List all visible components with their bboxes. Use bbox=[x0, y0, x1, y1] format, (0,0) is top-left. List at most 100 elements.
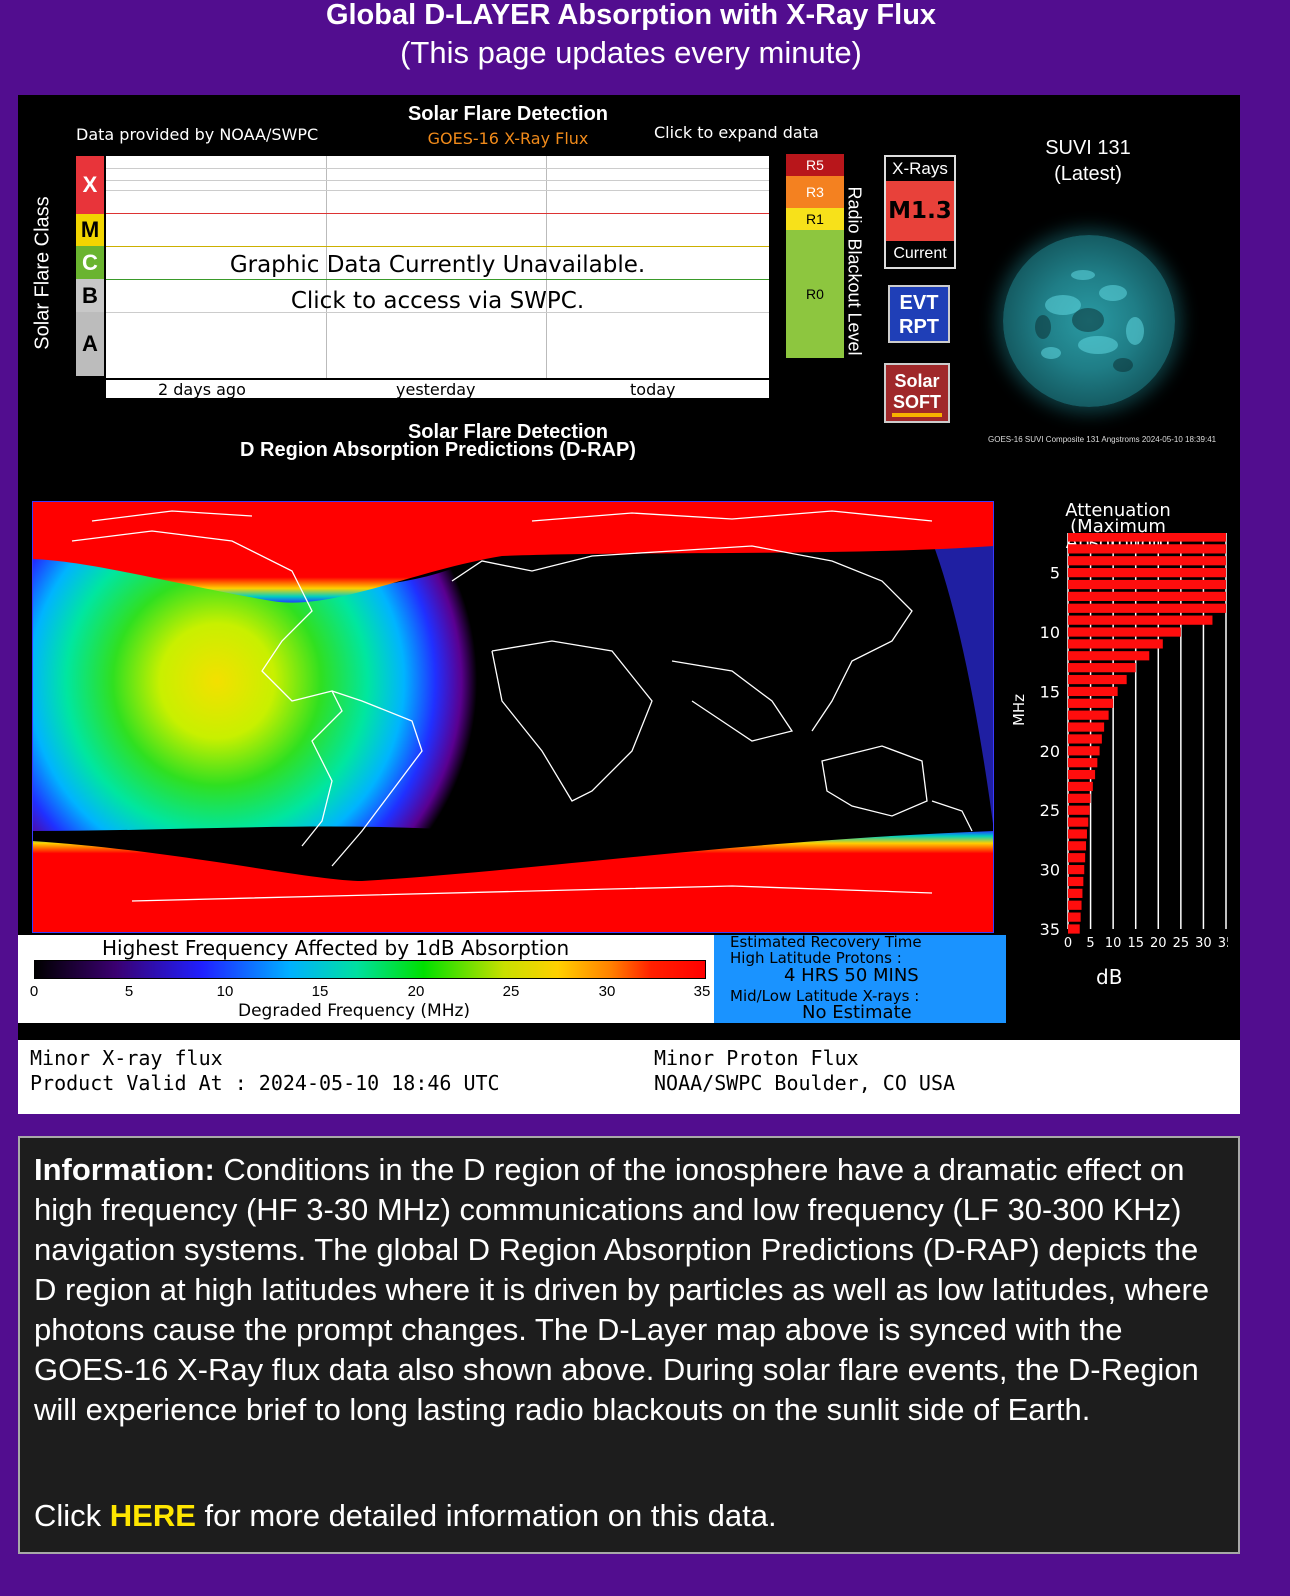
attenuation-x-tick: 15 bbox=[1127, 936, 1144, 951]
attenuation-bar bbox=[1068, 805, 1090, 815]
class-c: C bbox=[76, 246, 104, 279]
solar-soft-bar bbox=[892, 413, 942, 417]
attenuation-bar bbox=[1068, 912, 1081, 922]
frequency-legend: Highest Frequency Affected by 1dB Absorp… bbox=[18, 935, 714, 1023]
suvi-title: SUVI 131 (Latest) bbox=[1018, 135, 1158, 187]
here-link[interactable]: HERE bbox=[109, 1498, 196, 1533]
information-text: Information: Conditions in the D region … bbox=[34, 1150, 1224, 1430]
legend-tick: 35 bbox=[693, 983, 711, 1000]
attenuation-bar bbox=[1068, 627, 1181, 637]
attenuation-bar bbox=[1068, 544, 1226, 554]
xray-footer: Current bbox=[893, 245, 947, 262]
attenuation-x-tick: 20 bbox=[1150, 936, 1167, 951]
flare-class-axis-label: Solar Flare Class bbox=[31, 196, 54, 350]
evt-label: EVT bbox=[899, 292, 939, 314]
attenuation-bar bbox=[1068, 556, 1226, 566]
attenuation-bar bbox=[1068, 710, 1109, 720]
attenuation-y-tick: 25 bbox=[1040, 801, 1060, 820]
attenuation-bar bbox=[1068, 734, 1102, 744]
m-threshold-line bbox=[106, 213, 769, 214]
rpt-label: RPT bbox=[899, 316, 939, 338]
more-info-line: Click HERE for more detailed information… bbox=[34, 1496, 777, 1536]
attenuation-bar bbox=[1068, 769, 1096, 780]
xray-flux-plot[interactable]: Graphic Data Currently Unavailable. Clic… bbox=[106, 156, 769, 378]
attenuation-y-tick: 20 bbox=[1040, 742, 1060, 761]
attenuation-bar bbox=[1068, 639, 1163, 649]
attenuation-x-tick: 35 bbox=[1218, 936, 1228, 951]
attenuation-bar bbox=[1068, 864, 1085, 875]
legend-tick: 25 bbox=[502, 983, 520, 1000]
class-b: B bbox=[76, 279, 104, 312]
access-message[interactable]: Click to access via SWPC. bbox=[290, 288, 585, 314]
attenuation-bar bbox=[1068, 533, 1226, 542]
solar-label: Solar bbox=[894, 371, 940, 391]
recovery-low-label: Mid/Low Latitude X-rays : bbox=[730, 987, 920, 1005]
legend-subtitle: Degraded Frequency (MHz) bbox=[238, 1001, 471, 1021]
drap-absorption-map[interactable] bbox=[32, 501, 994, 933]
attenuation-y-tick: 35 bbox=[1040, 920, 1060, 939]
attenuation-x-tick: 5 bbox=[1086, 936, 1094, 951]
attenuation-x-tick: 0 bbox=[1064, 936, 1072, 951]
class-m: M bbox=[76, 214, 104, 246]
attenuation-x-ticks: 05 10 15 20 25 30 35 bbox=[1064, 936, 1228, 951]
legend-tick: 15 bbox=[311, 983, 329, 1000]
attenuation-x-tick: 30 bbox=[1195, 936, 1212, 951]
attenuation-y-tick: 15 bbox=[1040, 682, 1060, 701]
attenuation-bar bbox=[1068, 900, 1082, 910]
attenuation-bar bbox=[1068, 603, 1226, 613]
click-prefix: Click bbox=[34, 1498, 110, 1533]
class-a: A bbox=[76, 312, 104, 376]
attenuation-y-tick: 10 bbox=[1040, 623, 1060, 642]
mhz-axis-label: MHz bbox=[1010, 693, 1028, 727]
xray-flux-status: Minor X-ray flux bbox=[30, 1046, 223, 1070]
unavailable-message: Graphic Data Currently Unavailable. bbox=[229, 252, 646, 278]
attenuation-bar bbox=[1068, 615, 1213, 625]
xray-current-box[interactable]: X-Rays M1.3 Current bbox=[884, 155, 956, 269]
grid-line bbox=[326, 156, 327, 378]
attenuation-bar bbox=[1068, 568, 1226, 578]
attenuation-bar bbox=[1068, 663, 1136, 673]
drap-title: D Region Absorption Predictions (D-RAP) bbox=[240, 439, 636, 461]
level-r1: R1 bbox=[786, 208, 844, 230]
grid-line bbox=[546, 156, 547, 378]
goes-subtitle: GOES-16 X-Ray Flux bbox=[427, 129, 589, 148]
attenuation-bar bbox=[1068, 758, 1098, 768]
suvi-sun-image[interactable] bbox=[1003, 235, 1175, 407]
solar-soft-button[interactable]: Solar SOFT bbox=[884, 363, 950, 423]
recovery-time-box: Estimated Recovery Time High Latitude Pr… bbox=[714, 934, 1006, 1023]
product-valid-time: Product Valid At : 2024-05-10 18:46 UTC bbox=[30, 1071, 500, 1095]
proton-flux-status: Minor Proton Flux bbox=[654, 1046, 859, 1070]
xray-header: X-Rays bbox=[892, 159, 948, 178]
legend-tick: 0 bbox=[29, 983, 39, 1000]
map-svg bbox=[32, 501, 994, 933]
class-x: X bbox=[76, 156, 104, 214]
soft-label: SOFT bbox=[893, 392, 941, 412]
suvi-title-line1: SUVI 131 bbox=[1045, 137, 1131, 159]
page-subtitle: (This page updates every minute) bbox=[400, 35, 862, 70]
goes-title: Solar Flare Detection bbox=[407, 103, 609, 125]
legend-tick: 5 bbox=[124, 983, 134, 1000]
attenuation-bar bbox=[1068, 781, 1093, 792]
legend-tick: 10 bbox=[216, 983, 234, 1000]
recovery-high-label: High Latitude Protons : bbox=[730, 949, 902, 967]
attenuation-y-ticks: 5 10 15 20 25 30 35 bbox=[1040, 564, 1060, 939]
attenuation-bar bbox=[1068, 841, 1087, 851]
page-title: Global D-LAYER Absorption with X-Ray Flu… bbox=[325, 0, 937, 31]
expand-data-link[interactable]: Click to expand data bbox=[654, 123, 819, 142]
attenuation-bar bbox=[1068, 876, 1084, 887]
attenuation-bar bbox=[1068, 746, 1100, 756]
x-tick: 2 days ago bbox=[158, 380, 246, 399]
xray-current-value: M1.3 bbox=[886, 181, 954, 241]
recovery-high-value: 4 HRS 50 MINS bbox=[784, 965, 919, 986]
sun-texture bbox=[1035, 270, 1144, 372]
x-tick: today bbox=[630, 380, 676, 399]
information-label: Information: bbox=[34, 1152, 215, 1187]
status-strip: Minor X-ray flux Product Valid At : 2024… bbox=[18, 1040, 1240, 1114]
attenuation-bar bbox=[1068, 686, 1118, 697]
b-threshold-line bbox=[106, 279, 769, 280]
data-provider-label: Data provided by NOAA/SWPC bbox=[76, 125, 319, 144]
event-report-button[interactable]: EVT RPT bbox=[888, 285, 950, 343]
level-r0: R0 bbox=[786, 230, 844, 358]
drap-panel: Attenuation (Maximum Absorption) 5 10 15 20… bbox=[18, 495, 1240, 1040]
